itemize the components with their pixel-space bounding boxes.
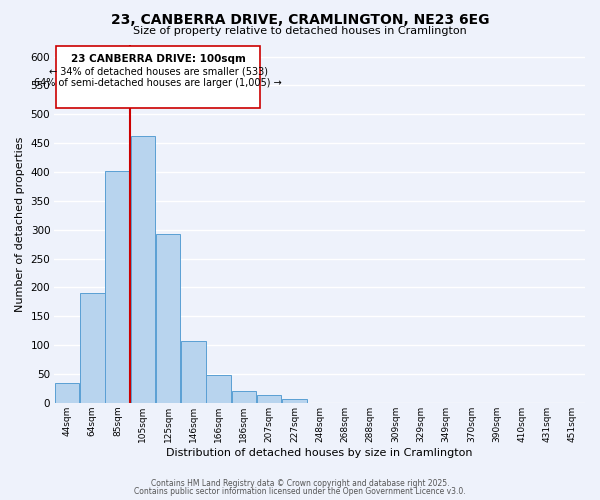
Bar xyxy=(131,136,155,403)
FancyBboxPatch shape xyxy=(56,46,260,108)
Bar xyxy=(257,396,281,403)
Text: ← 34% of detached houses are smaller (533): ← 34% of detached houses are smaller (53… xyxy=(49,67,268,77)
Bar xyxy=(80,293,104,403)
X-axis label: Distribution of detached houses by size in Cramlington: Distribution of detached houses by size … xyxy=(166,448,473,458)
Text: 64% of semi-detached houses are larger (1,005) →: 64% of semi-detached houses are larger (… xyxy=(34,78,282,88)
Bar xyxy=(55,382,79,403)
Bar xyxy=(181,341,206,403)
Text: 23, CANBERRA DRIVE, CRAMLINGTON, NE23 6EG: 23, CANBERRA DRIVE, CRAMLINGTON, NE23 6E… xyxy=(111,12,489,26)
Y-axis label: Number of detached properties: Number of detached properties xyxy=(15,136,25,312)
Bar xyxy=(106,171,130,403)
Bar xyxy=(156,234,181,403)
Text: Size of property relative to detached houses in Cramlington: Size of property relative to detached ho… xyxy=(133,26,467,36)
Bar xyxy=(282,399,307,403)
Text: Contains HM Land Registry data © Crown copyright and database right 2025.: Contains HM Land Registry data © Crown c… xyxy=(151,478,449,488)
Text: Contains public sector information licensed under the Open Government Licence v3: Contains public sector information licen… xyxy=(134,487,466,496)
Bar xyxy=(232,391,256,403)
Text: 23 CANBERRA DRIVE: 100sqm: 23 CANBERRA DRIVE: 100sqm xyxy=(71,54,245,64)
Bar xyxy=(206,375,231,403)
